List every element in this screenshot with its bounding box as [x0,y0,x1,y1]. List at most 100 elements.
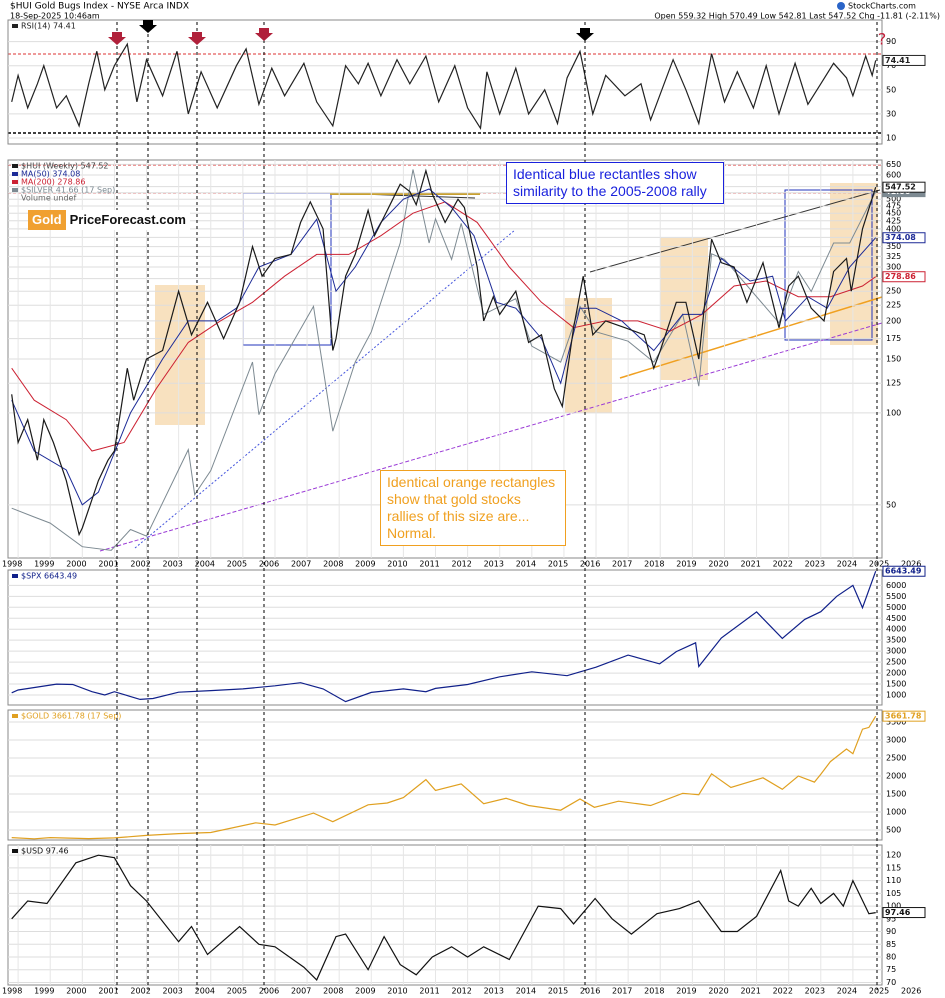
x-tick-label: 2015 [548,560,568,569]
x-tick-label: 2001 [98,987,118,996]
y-tick-label: 600 [886,171,901,180]
x-tick-label: 2024 [837,987,857,996]
x-tick-label: 1999 [34,560,54,569]
legend-swatch [12,172,18,176]
y-tick-label: 350 [886,242,901,251]
y-tick-label: 90 [886,927,896,936]
value-tag [882,907,926,919]
x-tick-label: 1999 [34,987,54,996]
x-tick-label: 2011 [419,560,439,569]
header-date: 18-Sep-2025 10:46am [10,12,100,21]
x-tick-label: 2014 [516,560,536,569]
header-quote: Open 559.32 High 570.49 Low 542.81 Last … [654,12,940,21]
y-tick-label: 105 [886,889,901,898]
x-tick-label: 2003 [163,560,183,569]
legend-label: $USD 97.46 [21,847,69,856]
trend-line [619,296,883,379]
x-tick-label: 2000 [66,560,86,569]
value-tag [882,232,926,244]
value-tag-label: 374.08 [885,233,916,242]
x-tick-label: 1998 [2,560,22,569]
x-tick-label: 2003 [163,987,183,996]
series-line [11,169,877,551]
y-tick-label: 475 [886,202,901,211]
x-tick-label: 2020 [708,987,728,996]
x-tick-label: 2024 [837,560,857,569]
value-tag [882,181,926,193]
legend-label: $SILVER 41.66 (17 Sep) [21,186,115,195]
y-tick-label: 650 [886,160,901,169]
y-tick-label: 30 [886,109,896,118]
value-tag [882,565,926,577]
legend-swatch [12,180,18,184]
x-tick-label: 2001 [98,560,118,569]
x-tick-label: 2022 [773,560,793,569]
trend-line [134,229,516,549]
annotation: Identical blue rectantles show similarit… [506,162,724,204]
y-tick-label: 250 [886,287,901,296]
y-tick-label: 2500 [886,753,906,762]
arrow [139,20,157,33]
y-tick-label: 200 [886,316,901,325]
logo-left: Gold [28,210,66,230]
x-tick-label: 2002 [130,560,150,569]
legend-label: $HUI (Weekly) 547.52 [21,162,109,171]
legend-swatch [12,714,18,718]
y-tick-label: 110 [886,876,901,885]
value-tag-label: 74.41 [885,56,911,65]
x-tick-label: 2026 [901,987,921,996]
y-tick-label: 5000 [886,603,906,612]
value-tag-label: 547.52 [885,183,916,192]
y-tick-label: 125 [886,379,901,388]
panel-frame [7,709,883,841]
trend-line [99,322,883,552]
x-tick-label: 2012 [452,560,472,569]
arrow [576,28,594,41]
x-tick-label: 2021 [740,987,760,996]
x-tick-label: 2022 [773,987,793,996]
x-tick-label: 2018 [644,987,664,996]
y-tick-label: 75 [886,965,896,974]
series-line [11,854,876,981]
x-tick-label: 2006 [259,987,279,996]
orange-rectangle [830,183,878,345]
x-tick-label: 2014 [516,987,536,996]
panel-frame [7,19,883,145]
y-tick-label: 1000 [886,691,906,700]
y-tick-label: 1500 [886,680,906,689]
legend-label: $GOLD 3661.78 (17 Sep) [21,712,121,721]
x-tick-label: 2008 [323,987,343,996]
y-tick-label: 50 [886,500,896,509]
y-tick-label: 1000 [886,807,906,816]
y-tick-label: 175 [886,334,901,343]
x-tick-label: 2013 [484,987,504,996]
x-tick-label: 2019 [676,987,696,996]
header-source: StockCharts.com [848,2,916,11]
series-line [11,188,877,506]
x-tick-label: 2012 [452,987,472,996]
y-tick-label: 80 [886,953,896,962]
legend-swatch [12,849,18,853]
x-tick-label: 2011 [419,987,439,996]
y-tick-label: 100 [886,902,901,911]
legend-label: MA(50) 374.08 [21,170,80,179]
x-tick-label: 2008 [323,560,343,569]
y-tick-label: 3500 [886,717,906,726]
x-tick-label: 2005 [227,987,247,996]
x-tick-label: 2007 [291,987,311,996]
y-tick-label: 6000 [886,581,906,590]
y-tick-label: 5500 [886,592,906,601]
x-tick-label: 1998 [2,987,22,996]
y-tick-label: 500 [886,195,901,204]
x-tick-label: 2019 [676,560,696,569]
y-tick-label: 50 [886,85,896,94]
legend-swatch [12,24,18,28]
x-tick-label: 2025 [869,560,889,569]
y-tick-label: 115 [886,863,901,872]
y-tick-label: 3500 [886,636,906,645]
x-tick-label: 2020 [708,560,728,569]
arrow [108,32,126,45]
y-tick-label: 120 [886,851,901,860]
x-tick-label: 2013 [484,560,504,569]
